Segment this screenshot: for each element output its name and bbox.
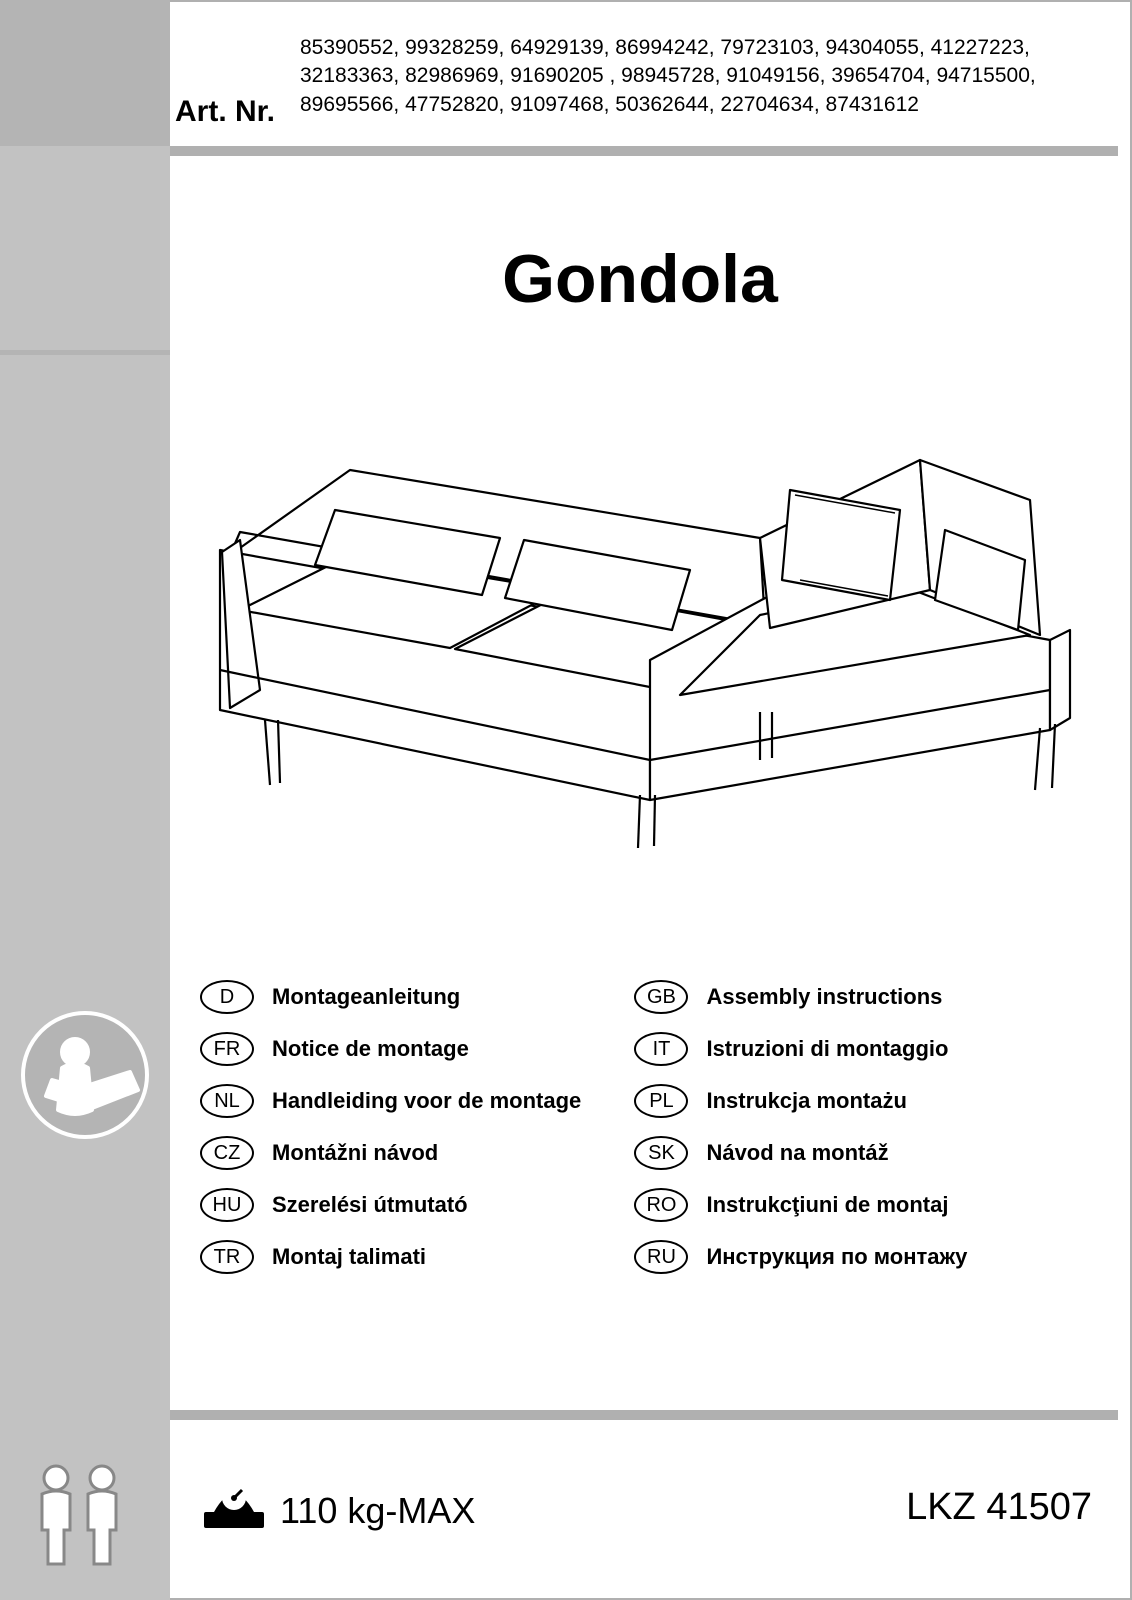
two-person-icon bbox=[24, 1460, 134, 1570]
lang-row: PL Instrukcja montażu bbox=[634, 1084, 1064, 1118]
lang-text: Assembly instructions bbox=[706, 984, 942, 1010]
lang-code-oval: PL bbox=[634, 1084, 688, 1118]
lang-row: RO Instrukcţiuni de montaj bbox=[634, 1188, 1064, 1222]
lang-text: Инструкция по монтажу bbox=[706, 1244, 967, 1270]
product-illustration bbox=[200, 390, 1080, 850]
lang-code-oval: CZ bbox=[200, 1136, 254, 1170]
lang-row: IT Istruzioni di montaggio bbox=[634, 1032, 1064, 1066]
lang-text: Montážni návod bbox=[272, 1140, 438, 1166]
lang-code-oval: TR bbox=[200, 1240, 254, 1274]
lang-row: HU Szerelési útmutató bbox=[200, 1188, 630, 1222]
lang-code-oval: HU bbox=[200, 1188, 254, 1222]
lang-text: Montaj talimati bbox=[272, 1244, 426, 1270]
lang-text: Istruzioni di montaggio bbox=[706, 1036, 948, 1062]
language-list: D Montageanleitung FR Notice de montage NL… bbox=[200, 980, 1080, 1292]
lang-code-oval: IT bbox=[634, 1032, 688, 1066]
sidebar bbox=[0, 0, 170, 1600]
lang-row: NL Handleiding voor de montage bbox=[200, 1084, 630, 1118]
lang-text: Montageanleitung bbox=[272, 984, 460, 1010]
lang-row: D Montageanleitung bbox=[200, 980, 630, 1014]
lang-code-oval: NL bbox=[200, 1084, 254, 1118]
lang-row: TR Montaj talimati bbox=[200, 1240, 630, 1274]
lkz-code: LKZ 41507 bbox=[906, 1486, 1092, 1529]
lang-code-oval: FR bbox=[200, 1032, 254, 1066]
max-weight-label: 110 kg-MAX bbox=[280, 1490, 475, 1532]
lang-row: CZ Montážni návod bbox=[200, 1136, 630, 1170]
header-divider bbox=[170, 146, 1118, 156]
lang-text: Szerelési útmutató bbox=[272, 1192, 468, 1218]
language-column-right: GB Assembly instructions IT Istruzioni di … bbox=[634, 980, 1064, 1292]
lang-code-oval: SK bbox=[634, 1136, 688, 1170]
weight-scale-icon bbox=[200, 1470, 268, 1530]
lang-row: SK Návod na montáž bbox=[634, 1136, 1064, 1170]
article-numbers: 85390552, 99328259, 64929139, 86994242, … bbox=[300, 34, 1132, 119]
lang-row: FR Notice de montage bbox=[200, 1032, 630, 1066]
lang-row: GB Assembly instructions bbox=[634, 980, 1064, 1014]
lang-text: Instrukcţiuni de montaj bbox=[706, 1192, 948, 1218]
lang-code-oval: GB bbox=[634, 980, 688, 1014]
lang-text: Instrukcja montażu bbox=[706, 1088, 906, 1114]
read-manual-icon bbox=[20, 1010, 150, 1140]
footer-divider bbox=[170, 1410, 1118, 1420]
lang-text: Handleiding voor de montage bbox=[272, 1088, 581, 1114]
lang-text: Notice de montage bbox=[272, 1036, 469, 1062]
lang-code-oval: D bbox=[200, 980, 254, 1014]
lang-row: RU Инструкция по монтажу bbox=[634, 1240, 1064, 1274]
lang-code-oval: RO bbox=[634, 1188, 688, 1222]
lang-text: Návod na montáž bbox=[706, 1140, 888, 1166]
lang-code-oval: RU bbox=[634, 1240, 688, 1274]
language-column-left: D Montageanleitung FR Notice de montage NL… bbox=[200, 980, 630, 1292]
article-number-label: Art. Nr. bbox=[175, 95, 275, 129]
product-title: Gondola bbox=[170, 240, 1110, 318]
